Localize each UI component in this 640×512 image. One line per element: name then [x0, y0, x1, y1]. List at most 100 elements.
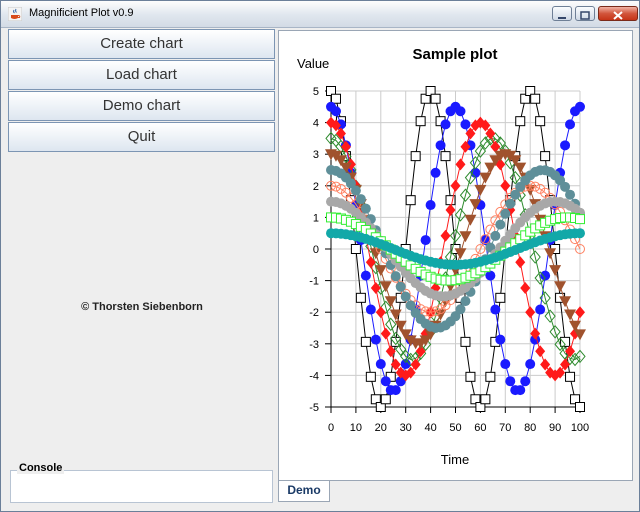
data-point — [459, 188, 472, 203]
data-point — [385, 317, 397, 332]
data-point — [475, 244, 486, 254]
data-point — [400, 291, 411, 302]
y-tick-label: 4 — [313, 118, 319, 130]
data-point — [479, 136, 492, 150]
y-tick-label: 5 — [313, 86, 319, 98]
data-point — [575, 306, 585, 319]
close-button[interactable] — [598, 6, 638, 21]
data-point — [360, 336, 371, 347]
data-point — [575, 402, 585, 412]
data-point — [530, 181, 541, 192]
data-point — [460, 140, 471, 153]
data-point — [355, 194, 366, 205]
data-point — [430, 93, 441, 104]
data-point — [540, 187, 551, 198]
data-point — [560, 140, 571, 151]
data-point — [465, 127, 476, 140]
data-point — [514, 162, 527, 174]
data-point — [390, 271, 401, 282]
data-point — [374, 265, 387, 277]
y-tick-label: -1 — [309, 276, 319, 288]
data-point — [450, 311, 461, 322]
x-tick-label: 80 — [524, 422, 536, 434]
data-point — [460, 119, 471, 130]
data-point — [365, 371, 376, 382]
data-point — [495, 334, 506, 345]
data-point — [365, 304, 376, 315]
data-point — [465, 371, 476, 382]
data-point — [330, 93, 341, 104]
data-point — [540, 151, 551, 162]
data-point — [445, 203, 456, 216]
data-point — [549, 265, 562, 277]
tab-demo[interactable]: Demo — [278, 481, 330, 502]
data-point — [395, 342, 407, 357]
data-point — [565, 189, 576, 200]
y-tick-label: 0 — [313, 244, 319, 256]
data-point — [490, 140, 501, 153]
data-point — [539, 291, 551, 305]
data-point — [475, 116, 486, 129]
data-point — [554, 281, 567, 293]
data-point — [330, 181, 341, 192]
sample-plot: Sample plot Value Time 0 10 20 30 40 50 60 70 80… — [297, 46, 589, 467]
data-point — [469, 155, 482, 170]
data-point — [509, 170, 521, 185]
data-point — [405, 352, 417, 367]
data-point — [485, 127, 496, 140]
data-point — [554, 337, 566, 352]
data-point — [495, 219, 506, 230]
data-point — [450, 179, 461, 192]
window-title: Magnificient Plot v0.9 — [29, 7, 134, 19]
console-panel[interactable]: Console — [10, 462, 273, 503]
data-point — [405, 300, 416, 311]
x-tick-label: 70 — [499, 422, 511, 434]
load-chart-button[interactable]: Load chart — [8, 60, 275, 90]
data-point — [410, 358, 421, 371]
data-point — [370, 282, 381, 295]
data-point — [365, 256, 376, 269]
x-tick-label: 40 — [424, 422, 436, 434]
minimize-button[interactable] — [552, 6, 572, 21]
y-tick-label: -3 — [309, 339, 319, 351]
quit-button[interactable]: Quit — [8, 122, 275, 152]
data-point — [544, 248, 557, 260]
data-point — [570, 327, 581, 340]
data-point — [326, 116, 336, 129]
data-point — [395, 281, 406, 292]
data-point — [575, 228, 585, 239]
data-point — [569, 320, 582, 332]
data-point — [464, 170, 477, 185]
data-point — [425, 307, 436, 318]
data-point — [345, 192, 356, 203]
title-bar[interactable]: Magnificient Plot v0.9 — [1, 1, 639, 28]
data-point — [564, 351, 576, 366]
data-point — [500, 179, 511, 192]
demo-chart-button[interactable]: Demo chart — [8, 91, 275, 121]
data-point — [390, 331, 402, 346]
data-point — [389, 309, 402, 321]
data-point — [505, 376, 516, 387]
chart-panel: Sample plot Value Time 0 10 20 30 40 50 60 70 80… — [278, 30, 633, 481]
data-point — [335, 183, 346, 194]
y-tick-label: -4 — [309, 370, 319, 382]
data-point — [385, 345, 396, 358]
data-point — [565, 371, 576, 382]
data-point — [464, 214, 477, 226]
maximize-button[interactable] — [575, 6, 595, 21]
create-chart-button[interactable]: Create chart — [8, 29, 275, 59]
y-axis-label: Value — [297, 56, 329, 71]
data-point — [490, 230, 501, 241]
data-point — [515, 385, 526, 396]
data-point — [369, 248, 382, 260]
data-point — [380, 376, 391, 387]
data-point — [505, 198, 516, 209]
credit-text: © Thorsten Siebenborn — [81, 301, 203, 313]
data-point — [564, 309, 577, 321]
x-tick-label: 50 — [449, 422, 461, 434]
data-point — [370, 334, 381, 345]
data-point — [455, 304, 466, 315]
x-tick-label: 100 — [571, 422, 589, 434]
data-point — [400, 369, 411, 382]
